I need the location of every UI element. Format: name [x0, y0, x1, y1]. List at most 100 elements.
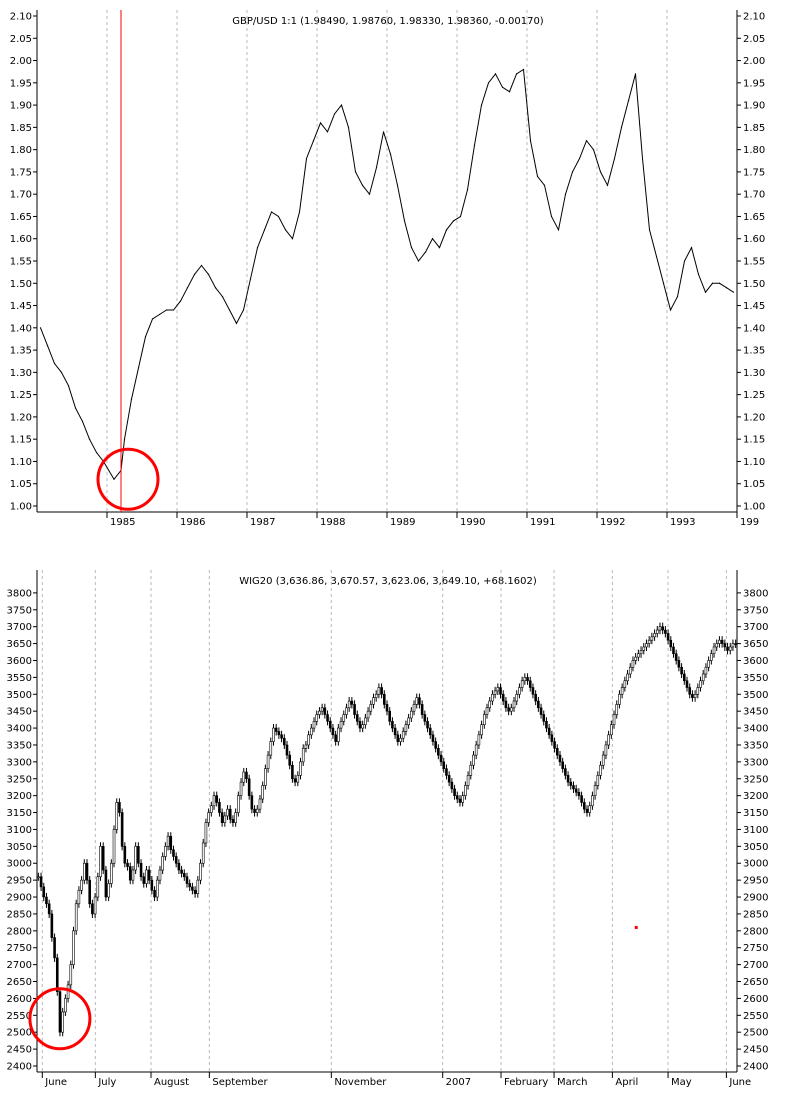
candle-body [188, 883, 192, 888]
candle-body [112, 829, 116, 864]
y-tick-label: 3550 [743, 673, 768, 684]
y-tick-label: 3050 [743, 842, 768, 853]
data-point [592, 149, 595, 151]
candle-body [726, 646, 729, 651]
data-point [312, 140, 315, 142]
y-tick-label: 3000 [7, 859, 32, 870]
candle-body [561, 761, 564, 769]
data-point [445, 229, 448, 231]
x-tick-label: February [504, 1077, 548, 1088]
data-point [690, 247, 693, 249]
y-tick-label: 1.15 [10, 435, 32, 446]
candle-body [310, 727, 313, 736]
candle-body [623, 680, 627, 688]
candle-body [437, 748, 440, 756]
candle-body [669, 639, 673, 648]
data-point [599, 171, 602, 173]
candle-body [596, 775, 600, 786]
candle-body [720, 639, 724, 644]
candle-body [258, 798, 262, 810]
y-tick-label: 2600 [7, 994, 32, 1005]
data-point [697, 273, 700, 275]
candle-body [391, 721, 394, 729]
x-tick-label: June [44, 1077, 67, 1088]
candle-body [293, 778, 297, 783]
candle-body [588, 805, 592, 813]
data-point [578, 157, 581, 160]
data-point [151, 318, 154, 320]
candle-body [58, 991, 62, 1033]
candle-body [464, 785, 467, 796]
candle-body [582, 802, 586, 810]
y-tick-label: 3750 [743, 605, 768, 616]
y-tick-label: 1.30 [10, 368, 32, 379]
x-tick-label: 1991 [530, 517, 555, 528]
data-point [718, 282, 721, 284]
candle-body [531, 687, 535, 695]
candle-body [150, 879, 154, 891]
candle-body [61, 1011, 64, 1033]
candle-body [169, 835, 173, 851]
data-point [235, 322, 238, 324]
y-tick-label: 2.05 [10, 34, 32, 45]
data-point [424, 251, 427, 253]
candle-body [164, 846, 167, 857]
candle-body [220, 812, 224, 823]
data-point [417, 260, 420, 262]
y-tick-label: 1.50 [10, 279, 32, 290]
y-tick-label: 1.25 [743, 390, 765, 401]
candle-body [658, 626, 662, 631]
data-point [291, 238, 294, 240]
candle-body [645, 643, 648, 648]
candle-body [701, 673, 705, 682]
y-tick-label: 1.60 [743, 234, 765, 245]
candle-body [215, 795, 219, 803]
data-point [263, 229, 266, 231]
y-tick-label: 1.10 [743, 457, 765, 468]
candle-body [128, 866, 132, 881]
candle-body [385, 704, 389, 712]
candle-body [634, 656, 637, 661]
candle-body [266, 754, 270, 769]
candle-body [91, 903, 94, 915]
data-point [347, 126, 350, 128]
y-tick-label: 3600 [743, 656, 768, 667]
y-tick-label: 2650 [7, 977, 32, 988]
candle-body [501, 693, 505, 702]
y-tick-label: 3400 [743, 724, 768, 735]
candle-body [364, 717, 367, 725]
candle-body [296, 775, 300, 783]
candle-body [566, 775, 570, 783]
candle-body [396, 734, 400, 742]
data-point [354, 171, 357, 173]
data-point [221, 296, 224, 298]
candle-body [353, 704, 356, 715]
y-tick-label: 2800 [7, 926, 32, 937]
candle-body [277, 731, 281, 736]
y-tick-label: 2450 [7, 1045, 32, 1056]
candle-body [712, 646, 716, 655]
candle-body [269, 741, 273, 756]
y-tick-label: 1.90 [743, 101, 765, 112]
x-tick-label: 1993 [670, 517, 695, 528]
candle-body [453, 788, 456, 796]
y-tick-label: 1.60 [10, 234, 32, 245]
x-tick-label: 199 [740, 517, 759, 528]
data-point [60, 371, 63, 373]
candle-body [231, 819, 235, 823]
y-tick-label: 3150 [7, 808, 32, 819]
data-point [361, 184, 364, 186]
candle-body [512, 700, 516, 709]
candle-body [212, 795, 216, 807]
candle-body [420, 704, 424, 715]
candle-body [707, 660, 710, 668]
y-tick-label: 1.70 [743, 190, 765, 201]
y-tick-label: 2550 [743, 1011, 768, 1022]
candle-body [131, 869, 135, 881]
data-point [242, 309, 245, 311]
candle-body [412, 704, 416, 712]
data-point [494, 73, 497, 75]
candle-body [172, 849, 175, 857]
data-point [480, 104, 483, 106]
y-tick-label: 3350 [7, 740, 32, 751]
